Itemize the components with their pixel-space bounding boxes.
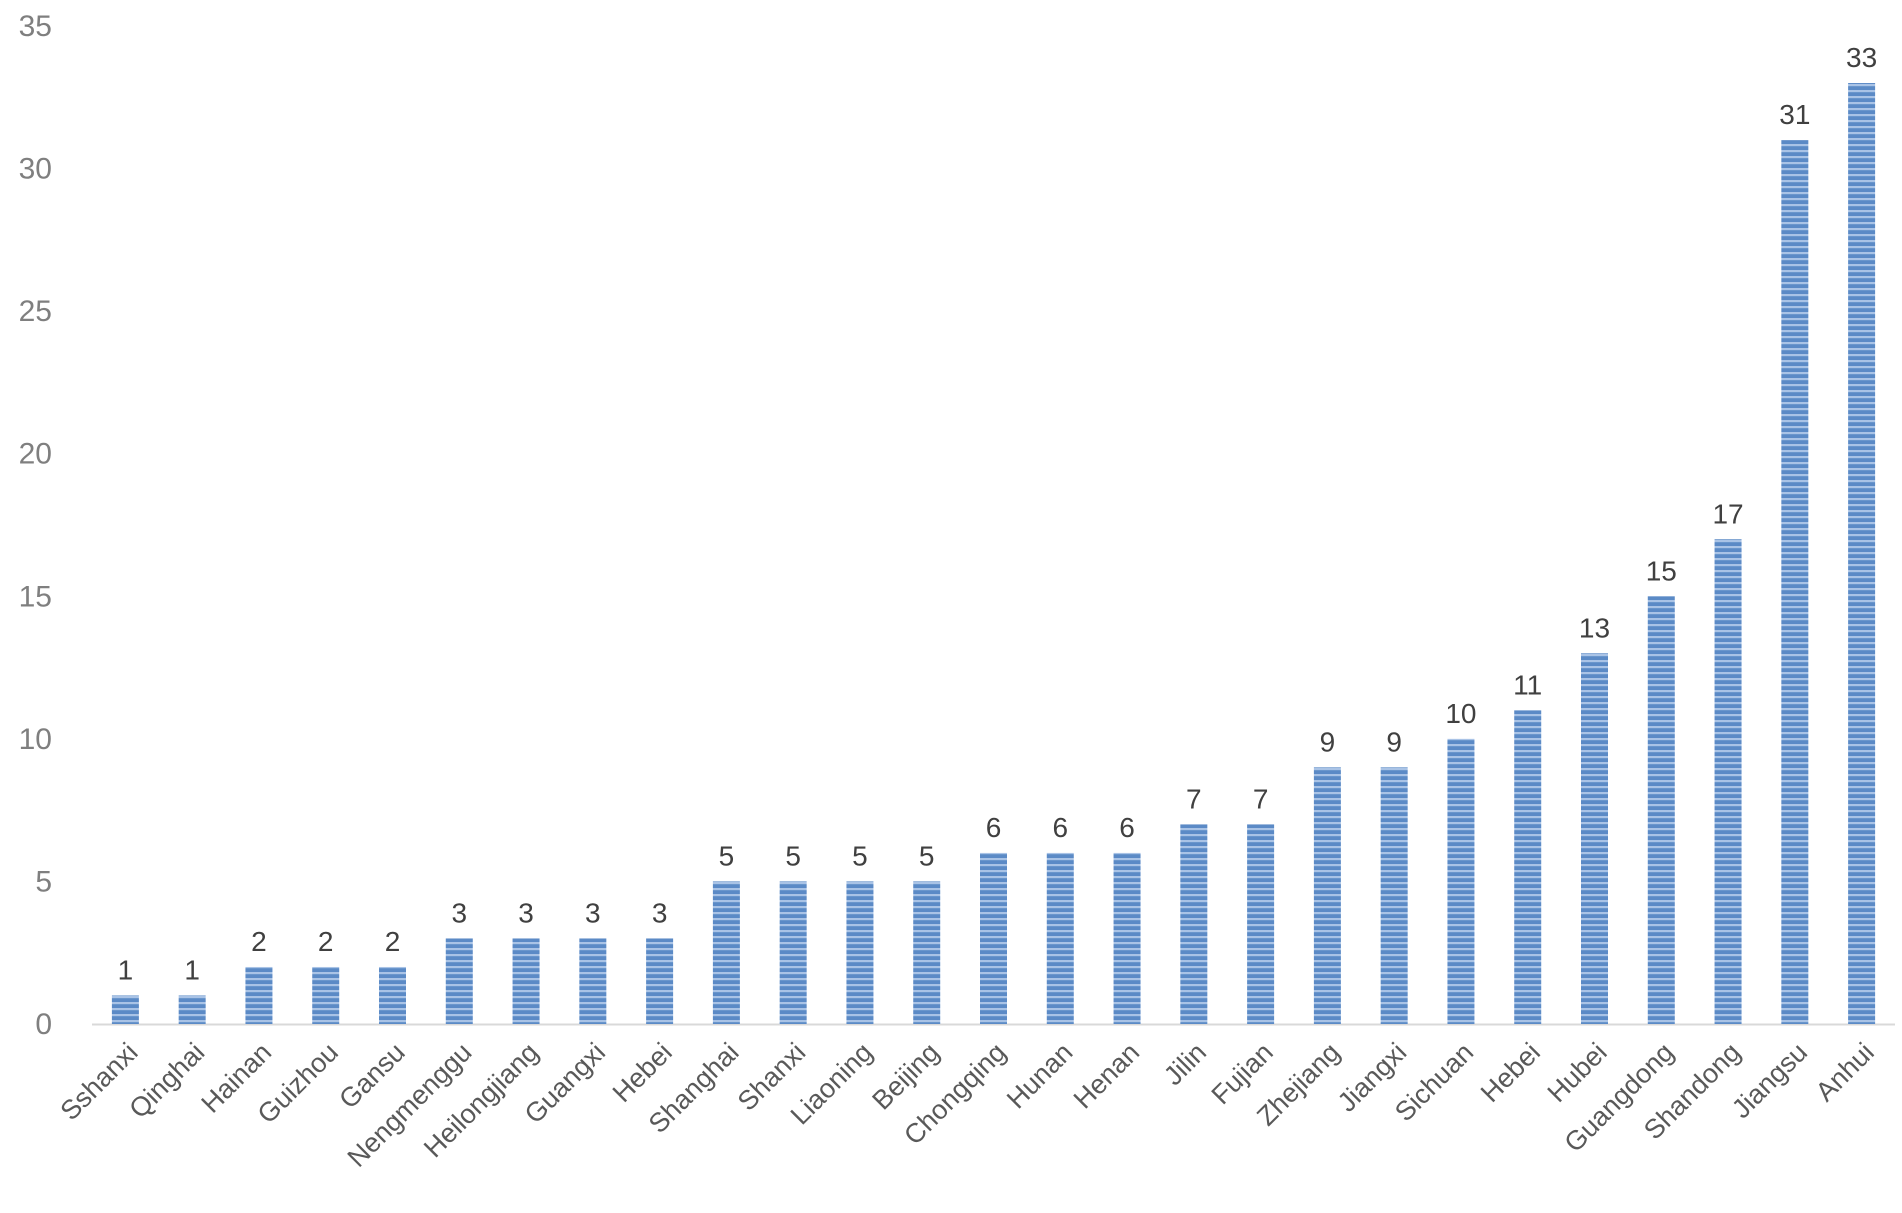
bar-qinghai-1 <box>178 995 206 1024</box>
bar-shandong-24 <box>1714 539 1742 1024</box>
x-axis: SshanxiQinghaiHainanGuizhouGansuNengmeng… <box>54 1023 1895 1173</box>
data-label: 2 <box>385 926 401 957</box>
data-label: 31 <box>1779 99 1810 130</box>
x-tick-label: Henan <box>1068 1037 1145 1114</box>
data-label: 13 <box>1579 612 1610 643</box>
data-label: 9 <box>1386 726 1402 757</box>
bar-anhui-26 <box>1848 83 1876 1025</box>
bar-guizhou-3 <box>312 966 340 1024</box>
bar-zhejiang-18 <box>1313 767 1341 1024</box>
data-label: 1 <box>118 954 134 985</box>
y-tick-label: 30 <box>19 153 52 186</box>
data-label: 6 <box>986 812 1002 843</box>
data-label: 5 <box>852 840 868 871</box>
data-label: 2 <box>251 926 267 957</box>
y-tick-label: 0 <box>35 1008 52 1041</box>
data-label: 33 <box>1846 42 1877 73</box>
bar-henan-15 <box>1113 852 1141 1024</box>
y-tick-label: 10 <box>19 723 52 756</box>
bar-liaoning-11 <box>846 881 874 1024</box>
bar-shanxi-10 <box>779 881 807 1024</box>
data-label: 9 <box>1320 726 1336 757</box>
data-label: 3 <box>518 897 534 928</box>
data-label: 6 <box>1119 812 1135 843</box>
y-tick-label: 35 <box>19 10 52 43</box>
data-label: 7 <box>1253 783 1269 814</box>
bar-hebei-8 <box>646 938 674 1024</box>
data-label: 3 <box>585 897 601 928</box>
bar-beijing-12 <box>913 881 941 1024</box>
data-label: 5 <box>719 840 735 871</box>
bar-series <box>111 83 1876 1025</box>
data-label: 10 <box>1445 698 1476 729</box>
bar-shanghai-9 <box>712 881 740 1024</box>
data-label: 2 <box>318 926 334 957</box>
bar-gansu-4 <box>379 966 406 1024</box>
y-tick-label: 25 <box>19 295 52 328</box>
bar-heilongjiang-6 <box>512 938 540 1024</box>
bar-jiangxi-19 <box>1380 767 1408 1024</box>
bar-nengmenggu-5 <box>445 938 473 1024</box>
data-label: 3 <box>652 897 668 928</box>
data-label: 5 <box>785 840 801 871</box>
bar-hubei-22 <box>1581 653 1608 1024</box>
x-tick-label: Hebei <box>1475 1037 1546 1108</box>
bar-jiangsu-25 <box>1781 140 1809 1025</box>
bar-hebei-21 <box>1514 710 1542 1024</box>
data-label: 11 <box>1513 669 1542 700</box>
x-tick-label: Qinghai <box>123 1037 210 1124</box>
x-tick-label: Jilin <box>1158 1037 1212 1091</box>
x-tick-label: Anhui <box>1810 1037 1880 1107</box>
y-tick-label: 20 <box>19 438 52 471</box>
bar-guangdong-23 <box>1647 596 1675 1024</box>
data-label: 15 <box>1646 555 1677 586</box>
y-axis: 0 5 10 15 20 25 30 35 <box>19 10 52 1041</box>
data-label: 7 <box>1186 783 1202 814</box>
bar-fujian-17 <box>1247 824 1275 1024</box>
bar-chongqing-13 <box>980 852 1007 1024</box>
x-tick-label: Hunan <box>1001 1037 1078 1114</box>
data-label: 1 <box>184 954 200 985</box>
bar-guangxi-7 <box>579 938 607 1024</box>
data-label: 3 <box>451 897 467 928</box>
y-tick-label: 5 <box>35 865 52 898</box>
y-tick-label: 15 <box>19 580 52 613</box>
data-label: 5 <box>919 840 935 871</box>
x-tick-label: Sshanxi <box>54 1037 143 1126</box>
bar-sichuan-20 <box>1447 738 1475 1024</box>
data-label: 17 <box>1712 498 1743 529</box>
bar-hainan-2 <box>245 966 273 1024</box>
bar-jilin-16 <box>1180 824 1208 1024</box>
x-tick-label: Jiangsu <box>1726 1037 1813 1124</box>
data-label: 6 <box>1052 812 1068 843</box>
bar-sshanxi-0 <box>111 995 139 1024</box>
bar-hunan-14 <box>1046 852 1074 1024</box>
